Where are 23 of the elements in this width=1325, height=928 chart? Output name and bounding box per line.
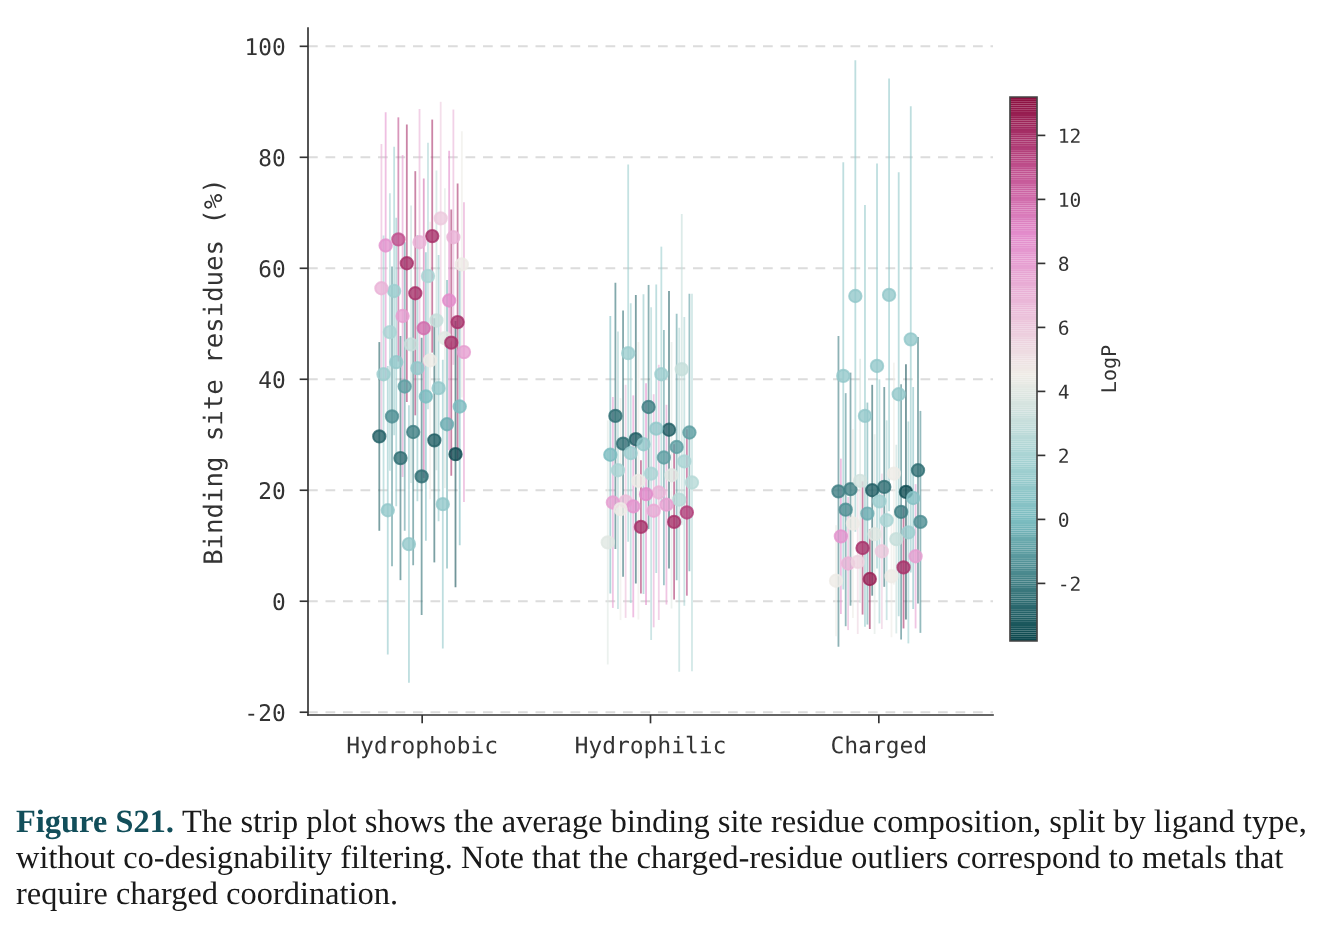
y-axis-title: Binding site residues (%) [202,183,228,563]
caption: Figure S21. [16,809,173,840]
color-bar-label: 10 [1060,192,1080,208]
y-tick-label: 100 [247,38,285,56]
text: without co-designability filtering. Note that the charged-residue outliers correspond to metals that require charged coordination. [16,845,1284,911]
y-tick-label: 40 [259,371,285,389]
y-tick-label: 80 [259,149,285,167]
text: The strip plot shows the average binding site residue composition, split by ligand type, [182,809,1305,839]
y-tick-label: 20 [259,482,285,500]
x-tick-label: Hydrophilic [576,735,725,759]
color-bar-label: 0 [1059,512,1069,528]
x-tick-label: Hydrophobic [347,735,497,759]
color-bar-label: 6 [1059,320,1069,336]
y-tick-label: -20 [248,703,285,722]
color-bar-label: 2 [1059,448,1068,463]
color-bar-label: 12 [1060,128,1080,143]
color-bar-label: 8 [1059,256,1069,272]
y-tick-label: 0 [273,593,285,611]
color-bar-label: 4 [1058,384,1069,399]
y-tick-label: 60 [259,260,285,278]
color-bar-title: LogP [1101,345,1121,392]
color-bar-label: -2 [1061,576,1080,591]
x-tick-label: Charged [832,735,925,759]
